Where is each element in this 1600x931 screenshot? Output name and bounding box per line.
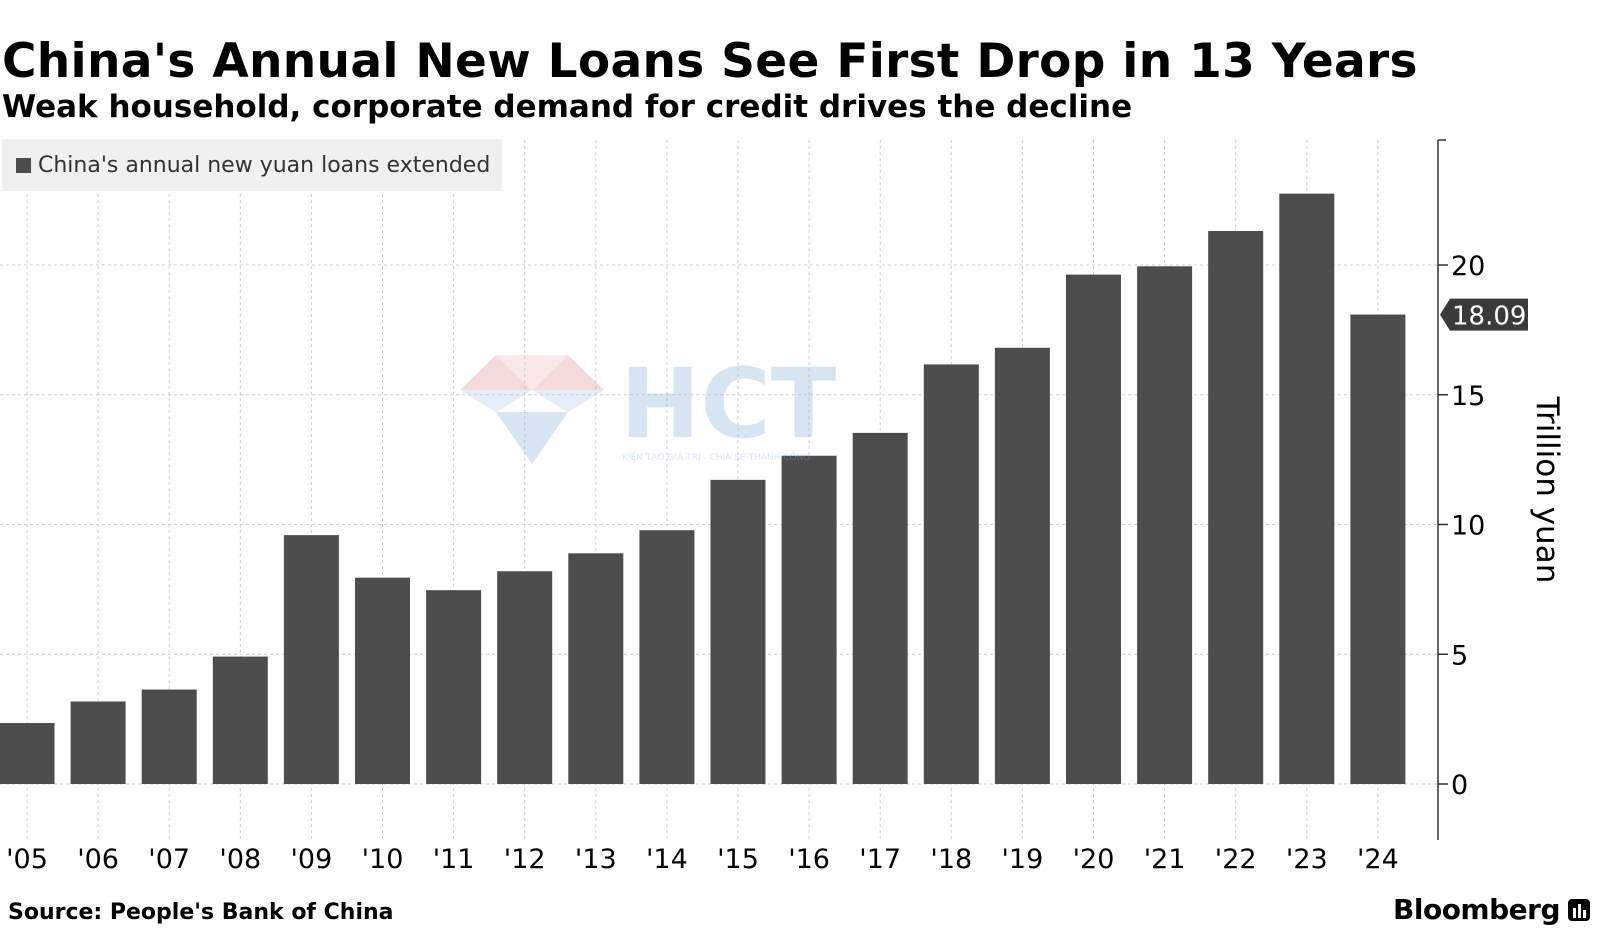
y-axis-label: Trillion yuan [1529,396,1565,584]
bloomberg-icon [1568,898,1590,921]
x-tick-label: '18 [930,844,972,875]
y-tick-label: 5 [1451,640,1468,671]
bar [283,535,339,784]
bar [568,553,624,784]
y-tick-label: 20 [1451,251,1485,282]
chart-subtitle: Weak household, corporate demand for cre… [2,89,1133,125]
x-tick-label: '24 [1357,844,1399,875]
x-tick-label: '23 [1286,844,1328,875]
watermark-text: HCT [620,352,836,460]
bar [355,577,410,784]
brand: Bloomberg [1393,893,1590,926]
y-tick-label: 10 [1451,511,1485,542]
x-tick-label: '14 [646,844,688,875]
bar [994,347,1050,784]
bar [1066,274,1121,784]
last-value-label: 18.09 [1452,302,1526,332]
bar [1350,314,1406,784]
x-tick-label: '12 [504,844,546,875]
x-tick-label: '07 [148,844,190,875]
x-tick-label: '08 [219,844,261,875]
x-tick-label: '13 [575,844,617,875]
hct-watermark-logo: HCT KIẾN TẠO GIÁ TRỊ - CHIA SẺ THÀNH CÔN… [460,352,836,464]
x-tick-label: '09 [291,844,333,875]
x-tick-label: '20 [1073,844,1115,875]
bar [852,432,908,784]
bar [426,590,482,784]
bars [0,193,1406,784]
watermark-tagline: KIẾN TẠO GIÁ TRỊ - CHIA SẺ THÀNH CÔNG [622,451,810,463]
source-note: Source: People's Bank of China [8,900,394,925]
bar [1208,231,1264,784]
bar [1137,266,1193,784]
last-value-callout [1440,298,1528,331]
bar [710,479,766,784]
x-tick-label: '05 [6,844,48,875]
x-tick-label: '17 [859,844,901,875]
bar [0,723,55,784]
bar [497,571,553,784]
x-tick-label: '15 [717,844,759,875]
legend-swatch [16,157,31,173]
bar [923,364,979,784]
x-tick-label: '21 [1144,844,1186,875]
chart-title: China's Annual New Loans See First Drop … [2,34,1418,89]
x-tick-label: '22 [1215,844,1257,875]
y-tick-label: 0 [1451,770,1468,801]
bar [781,455,837,784]
bar [212,656,268,784]
y-tick-label: 15 [1451,381,1485,412]
x-tick-label: '19 [1002,844,1044,875]
x-axis-ticks: '05 '06 '07 '08 '09 '10 '11 '12 '13 '14 '15 '16 '17 '… [6,844,1399,875]
x-tick-label: '16 [788,844,830,875]
x-tick-label: '06 [77,844,119,875]
x-tick-label: '10 [362,844,404,875]
legend-label: China's annual new yuan loans extended [38,152,491,178]
x-tick-label: '11 [433,844,475,875]
legend: China's annual new yuan loans extended [2,139,502,191]
y-axis: 0 5 10 15 20 18.09 [1437,139,1528,840]
bloomberg-logo: Bloomberg [1393,893,1560,926]
bar [70,701,126,784]
bar [1279,193,1335,784]
bar [141,689,197,784]
bar [639,530,695,784]
